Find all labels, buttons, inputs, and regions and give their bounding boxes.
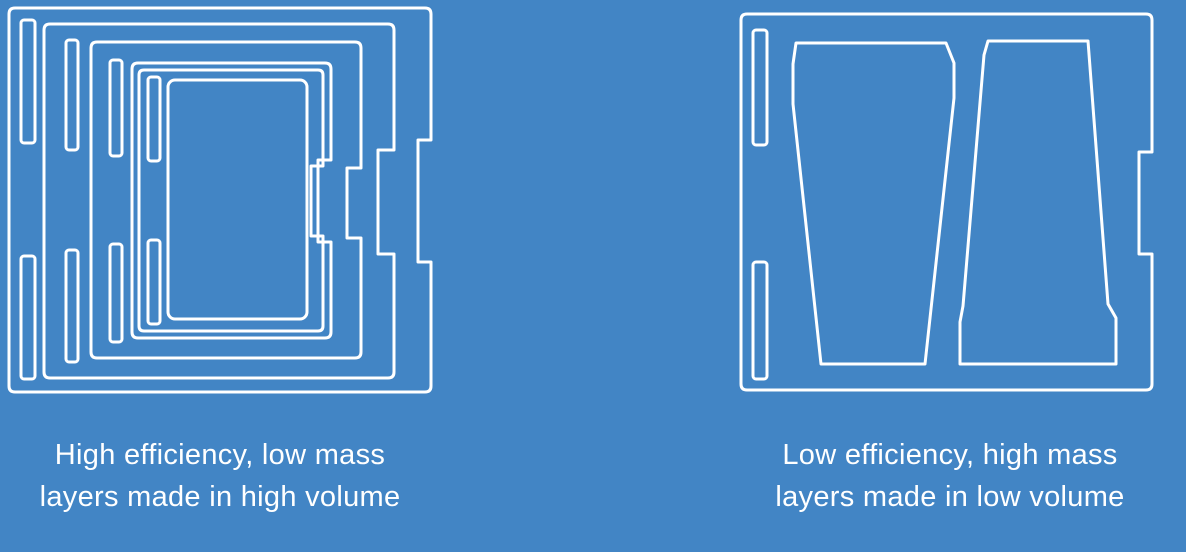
frame-2-slot-bottom [64, 248, 80, 364]
outer-slot-bottom [19, 254, 37, 381]
high-efficiency-layer-nest [7, 6, 433, 394]
frame-level-3 [89, 40, 363, 360]
caption-line-1: High efficiency, low mass [54, 439, 386, 471]
trapezoid-layer-left [791, 41, 956, 366]
tray-slot-bottom [751, 260, 769, 381]
caption-low-efficiency: Low efficiency, high mass layers made in… [720, 434, 1180, 518]
caption-line-2: layers made in high volume [39, 481, 401, 513]
frame-4-slot-bottom [146, 238, 162, 326]
frame-level-4-outer [130, 61, 333, 340]
frame-level-4-inner [137, 68, 325, 333]
outer-slot-top [19, 18, 37, 145]
caption-high-efficiency: High efficiency, low mass layers made in… [0, 434, 450, 518]
trapezoid-layer-right [958, 39, 1118, 366]
innermost-layer [166, 78, 309, 321]
frame-2-slot-top [64, 38, 80, 152]
tray-frame [739, 12, 1154, 392]
frame-3-slot-bottom [108, 242, 124, 344]
frame-level-2 [42, 22, 396, 380]
outer-tray-frame [7, 6, 433, 394]
low-efficiency-layer-tray [739, 12, 1154, 392]
caption-line-1: Low efficiency, high mass [782, 439, 1118, 471]
frame-4-slot-top [146, 75, 162, 163]
caption-line-2: layers made in low volume [775, 481, 1125, 513]
tray-slot-top [751, 28, 769, 147]
frame-3-slot-top [108, 58, 124, 158]
